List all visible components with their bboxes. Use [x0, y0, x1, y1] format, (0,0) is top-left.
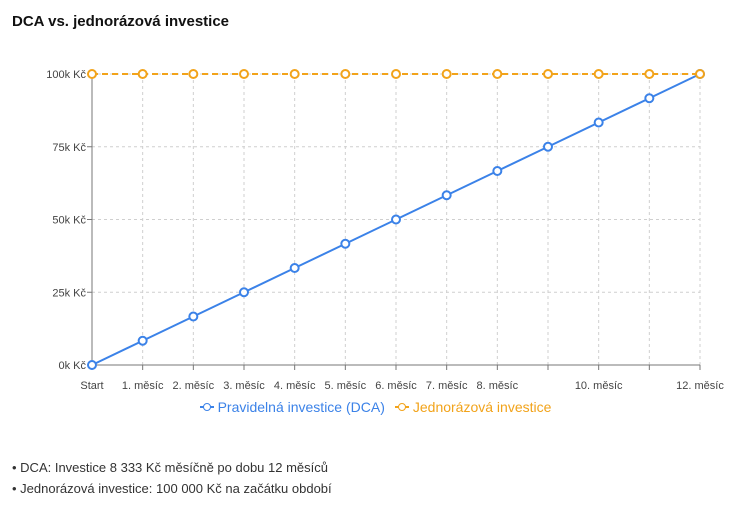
y-tick-label: 100k Kč [46, 69, 86, 81]
series-point-1 [289, 69, 300, 79]
series-point-0 [340, 238, 351, 249]
series-point-0 [441, 190, 452, 201]
y-tick-label: 75k Kč [52, 142, 86, 154]
x-tick-label: 5. měsíc [325, 380, 367, 392]
series-point-1 [492, 69, 503, 79]
note-lump-sum: • Jednorázová investice: 100 000 Kč na z… [12, 481, 332, 496]
legend-label-lump-sum: Jednorázová investice [412, 399, 552, 415]
x-tick-label: 1. měsíc [122, 380, 164, 392]
y-tick-label: 25k Kč [52, 287, 86, 299]
legend-item-lump-sum[interactable]: Jednorázová investice [394, 399, 552, 415]
series-point-0 [391, 214, 401, 225]
x-tick-label: 10. měsíc [575, 380, 623, 392]
line-chart: 0k Kč 25k Kč 50k Kč 75k Kč 100k Kč Start 1. mě… [46, 69, 724, 392]
series-point-1 [441, 69, 452, 79]
note-dca: • DCA: Investice 8 333 Kč měsíčně po dob… [12, 460, 328, 475]
series-point-0 [137, 335, 148, 346]
legend: Pravidelná investice (DCA) Jednorázová i… [0, 399, 751, 415]
series-point-1 [87, 69, 97, 79]
series-point-1 [695, 69, 705, 79]
x-tick-label: 8. měsíc [477, 380, 519, 392]
series-point-0 [593, 117, 604, 128]
series-point-1 [188, 69, 199, 79]
x-tick-label: 2. měsíc [173, 380, 215, 392]
notes: • DCA: Investice 8 333 Kč měsíčně po dob… [12, 457, 332, 499]
series-point-0 [87, 360, 97, 370]
line-marker-icon [199, 402, 214, 412]
series [87, 69, 705, 370]
x-tick-label: 3. měsíc [223, 380, 265, 392]
series-point-1 [593, 69, 604, 79]
series-point-0 [644, 93, 655, 104]
series-point-1 [239, 69, 249, 79]
series-point-1 [340, 69, 351, 79]
x-tick-label: 4. měsíc [274, 380, 316, 392]
line-marker-icon [394, 402, 409, 412]
series-point-0 [289, 263, 300, 274]
series-point-0 [188, 311, 199, 322]
series-point-1 [644, 69, 655, 79]
series-point-0 [239, 287, 249, 298]
series-point-0 [492, 165, 503, 176]
x-tick-label: 6. měsíc [375, 380, 417, 392]
legend-label-dca: Pravidelná investice (DCA) [217, 399, 385, 415]
legend-item-dca[interactable]: Pravidelná investice (DCA) [199, 399, 385, 415]
axes: 0k Kč 25k Kč 50k Kč 75k Kč 100k Kč Start 1. mě… [46, 69, 724, 392]
series-point-1 [137, 69, 148, 79]
series-point-0 [543, 141, 553, 152]
y-tick-label: 50k Kč [52, 215, 86, 227]
chart-title: DCA vs. jednorázová investice [12, 13, 230, 30]
y-tick-label: 0k Kč [58, 360, 86, 372]
x-tick-label: 7. měsíc [426, 380, 468, 392]
x-tick-label: 12. měsíc [676, 380, 724, 392]
x-tick-label: Start [80, 380, 103, 392]
series-point-1 [391, 69, 401, 79]
series-point-1 [543, 69, 553, 79]
